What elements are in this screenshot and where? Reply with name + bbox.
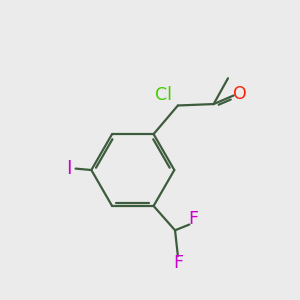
Text: I: I — [66, 159, 71, 178]
Text: F: F — [189, 210, 199, 228]
Text: Cl: Cl — [154, 86, 172, 104]
Text: O: O — [233, 85, 247, 103]
Text: F: F — [173, 254, 183, 272]
